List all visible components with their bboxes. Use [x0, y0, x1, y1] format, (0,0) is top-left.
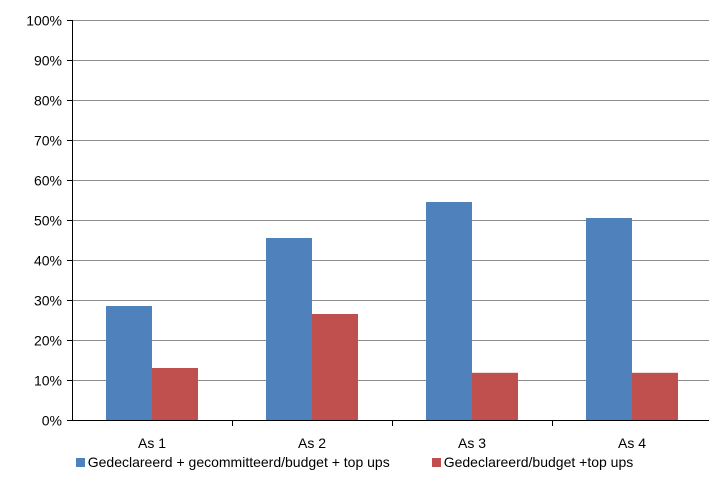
bar-series-2-as-3 [472, 372, 518, 420]
bar-series-2-as-2 [312, 314, 358, 420]
x-tick-label-as-4: As 4 [618, 435, 646, 451]
x-tick-label-as-3: As 3 [458, 435, 486, 451]
bars [106, 202, 678, 420]
y-tick-label-80: 80% [34, 93, 62, 109]
legend-swatch-series-1 [75, 457, 85, 467]
y-tick-label-20: 20% [34, 333, 62, 349]
x-tick-labels: As 1 As 2 As 3 As 4 [138, 435, 646, 451]
gridlines [72, 20, 709, 381]
legend-label-series-1: Gedeclareerd + gecommitteerd/budget + to… [87, 454, 390, 470]
y-tick-labels: 0% 10% 20% 30% 40% 50% 60% 70% 80% 90% 100% [26, 13, 62, 429]
y-tick-label-70: 70% [34, 133, 62, 149]
legend-item-series-2: Gedeclareerd/budget +top ups [431, 454, 634, 470]
bar-series-2-as-4 [632, 372, 678, 420]
chart-legend: Gedeclareerd + gecommitteerd/budget + to… [0, 450, 709, 474]
bar-series-2-as-1 [152, 368, 198, 420]
legend-swatch-series-2 [431, 457, 441, 467]
y-tick-label-40: 40% [34, 253, 62, 269]
legend-label-series-2: Gedeclareerd/budget +top ups [443, 454, 634, 470]
bar-series-1-as-1 [106, 306, 152, 420]
y-tick-label-0: 0% [42, 413, 62, 429]
bar-series-1-as-3 [426, 202, 472, 420]
y-tick-label-100: 100% [26, 13, 62, 29]
y-tick-label-10: 10% [34, 373, 62, 389]
y-tick-label-50: 50% [34, 213, 62, 229]
legend-item-series-1: Gedeclareerd + gecommitteerd/budget + to… [75, 454, 390, 470]
x-tick-label-as-2: As 2 [298, 435, 326, 451]
y-tick-label-90: 90% [34, 53, 62, 69]
bar-series-1-as-2 [266, 238, 312, 420]
axes [67, 20, 709, 426]
x-tick-label-as-1: As 1 [138, 435, 166, 451]
y-tick-label-30: 30% [34, 293, 62, 309]
y-tick-label-60: 60% [34, 173, 62, 189]
bar-series-1-as-4 [586, 218, 632, 420]
